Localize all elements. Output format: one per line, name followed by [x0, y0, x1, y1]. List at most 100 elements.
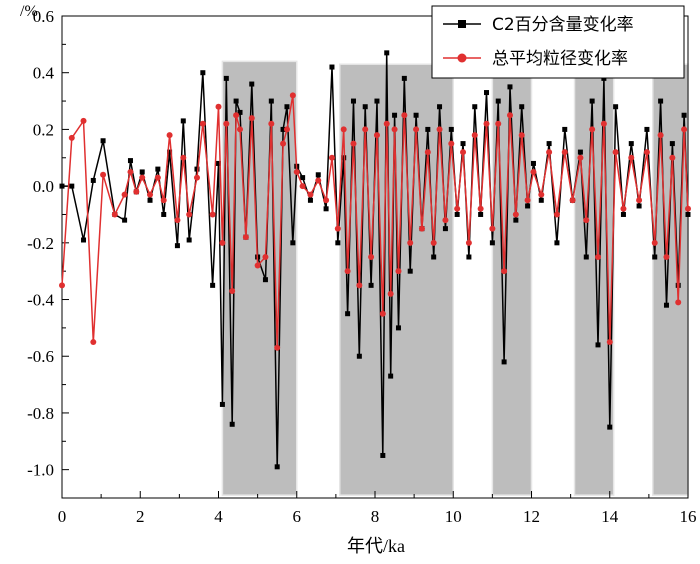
data-point-square — [329, 64, 335, 70]
data-point-circle — [685, 205, 691, 212]
data-point-square — [388, 373, 394, 379]
legend-label-grain: 总平均粒径变化率 — [492, 49, 628, 69]
series-layer — [59, 50, 691, 470]
data-point-circle — [133, 188, 140, 195]
data-point-circle — [154, 174, 161, 181]
data-point-square — [437, 104, 443, 110]
x-tick-label: 4 — [214, 507, 223, 526]
data-point-circle — [174, 217, 181, 224]
data-point-circle — [147, 191, 154, 198]
x-tick-label: 0 — [58, 507, 67, 526]
data-point-square — [237, 109, 243, 115]
data-point-square — [59, 183, 65, 189]
data-point-square — [335, 240, 341, 246]
data-point-square — [350, 98, 356, 104]
data-point-circle — [606, 339, 613, 346]
data-point-circle — [436, 126, 443, 133]
data-point-square — [307, 197, 313, 203]
data-point-circle — [546, 149, 553, 156]
data-point-circle — [489, 225, 496, 232]
data-point-circle — [166, 132, 173, 139]
data-point-circle — [577, 154, 584, 161]
data-point-circle — [620, 205, 627, 212]
data-point-square — [484, 90, 490, 96]
x-tick-label: 16 — [680, 507, 697, 526]
data-point-circle — [442, 217, 449, 224]
data-point-square — [407, 268, 413, 274]
data-point-circle — [233, 112, 240, 119]
data-point-square — [501, 359, 507, 365]
data-point-circle — [193, 174, 200, 181]
y-tick-label: -0.2 — [27, 234, 54, 253]
data-point-circle — [274, 344, 281, 351]
data-point-square — [274, 464, 280, 470]
data-point-square — [323, 206, 329, 212]
data-point-square — [546, 141, 552, 147]
data-point-square — [489, 240, 495, 246]
data-point-circle — [460, 149, 467, 156]
data-point-square — [583, 254, 589, 260]
data-point-square — [341, 155, 347, 161]
data-point-circle — [368, 254, 375, 260]
data-point-circle — [538, 191, 545, 198]
data-point-circle — [663, 254, 670, 260]
data-point-square — [180, 118, 186, 124]
data-point-square — [577, 149, 583, 155]
y-tick-label: 0.4 — [33, 64, 55, 83]
data-point-square — [229, 421, 235, 427]
data-point-circle — [424, 149, 431, 156]
data-point-square — [186, 237, 192, 243]
x-tick-label: 8 — [371, 507, 380, 526]
data-point-circle — [569, 197, 576, 204]
x-tick-label: 2 — [136, 507, 145, 526]
data-point-circle — [471, 132, 478, 139]
data-point-square — [685, 211, 691, 217]
data-point-square — [519, 104, 525, 110]
data-point-circle — [448, 140, 455, 147]
x-tick-label: 12 — [523, 507, 540, 526]
data-point-square — [147, 197, 153, 203]
data-point-circle — [289, 92, 296, 99]
data-point-circle — [160, 197, 167, 204]
data-point-circle — [268, 120, 275, 127]
data-point-square — [589, 98, 595, 104]
data-point-square — [219, 401, 225, 407]
data-point-square — [167, 149, 173, 155]
data-point-circle — [362, 126, 369, 133]
data-point-circle — [495, 120, 502, 127]
data-point-square — [290, 240, 296, 246]
data-point-circle — [518, 132, 525, 139]
data-point-square — [431, 254, 437, 260]
data-point-square — [454, 211, 460, 217]
data-point-square — [216, 160, 221, 166]
data-point-square — [448, 126, 454, 132]
data-point-circle — [209, 211, 216, 218]
data-point-square — [628, 141, 634, 147]
data-point-square — [139, 169, 145, 175]
data-point-circle — [387, 290, 394, 297]
y-tick-label: -0.4 — [27, 291, 54, 310]
data-point-square — [644, 126, 650, 132]
y-ticks: 0.6 0.4 0.2 0.0 -0.2 -0.4 -0.6 -0.8 -1.0 — [27, 7, 69, 480]
data-point-square — [652, 254, 658, 260]
x-axis-label: 年代/ka — [347, 536, 405, 556]
data-point-circle — [483, 120, 490, 127]
series-line — [61, 94, 689, 349]
data-point-circle — [657, 132, 664, 139]
data-point-circle — [595, 254, 602, 260]
data-point-circle — [283, 126, 290, 133]
data-point-square — [100, 138, 106, 144]
data-point-square — [155, 166, 161, 172]
data-point-circle — [100, 171, 107, 178]
data-point-circle — [199, 120, 206, 127]
data-point-circle — [254, 262, 261, 269]
data-point-circle — [262, 254, 269, 260]
data-point-circle — [237, 126, 244, 133]
data-point-square — [595, 342, 601, 348]
legend-marker-square-icon — [458, 20, 466, 28]
data-point-circle — [80, 117, 87, 124]
data-point-square — [495, 98, 501, 104]
data-point-circle — [501, 268, 508, 275]
data-point-circle — [477, 205, 484, 212]
